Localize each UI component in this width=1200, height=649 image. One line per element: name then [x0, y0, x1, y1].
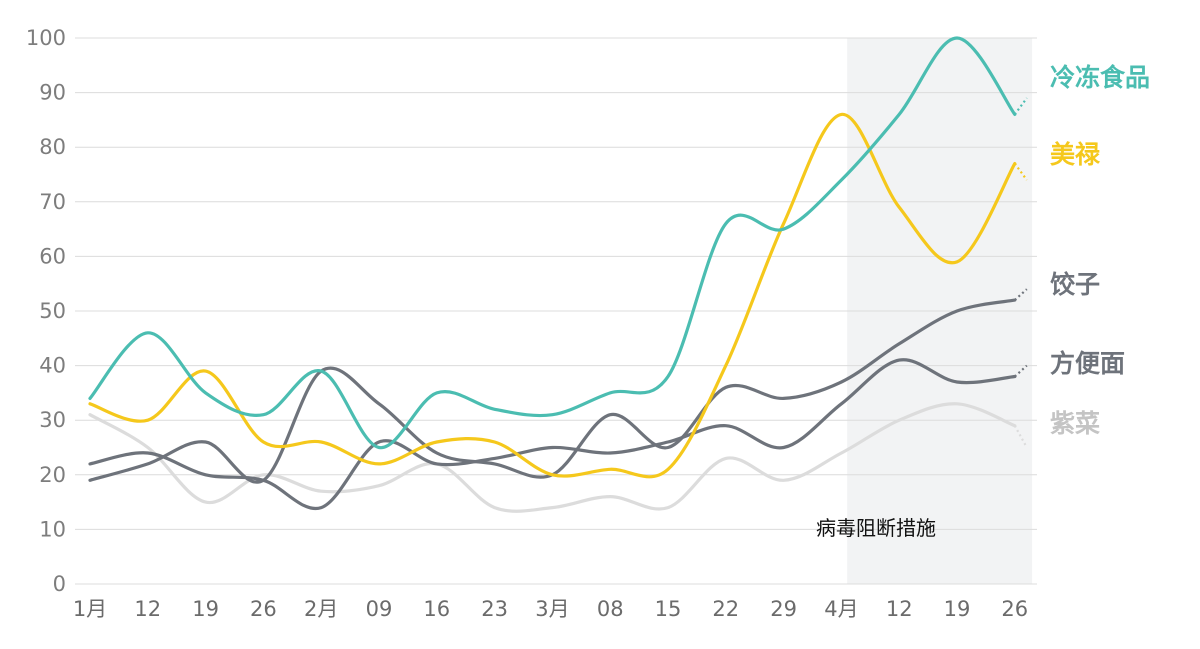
y-tick-label: 90	[39, 81, 66, 105]
series-label-frozen-food: 冷冻食品	[1050, 63, 1150, 92]
x-tick-label: 1月	[73, 597, 107, 621]
y-tick-label: 30	[39, 408, 66, 432]
x-tick-label: 12	[886, 597, 913, 621]
series-line-instant-noodles	[88, 358, 1017, 511]
y-tick-label: 40	[39, 354, 66, 378]
x-tick-label: 29	[770, 597, 797, 621]
x-tick-label: 08	[597, 597, 624, 621]
y-tick-label: 70	[39, 190, 66, 214]
series-label-seaweed: 紫菜	[1050, 409, 1100, 438]
x-tick-label: 26	[250, 597, 277, 621]
x-tick-label: 26	[1001, 597, 1028, 621]
y-tick-label: 80	[39, 135, 66, 159]
x-tick-label: 16	[423, 597, 450, 621]
series-label-instant-noodles: 方便面	[1050, 349, 1125, 378]
series-end-extension	[1013, 425, 1028, 449]
x-tick-label: 12	[134, 597, 161, 621]
y-tick-label: 10	[39, 517, 66, 541]
x-tick-label: 19	[944, 597, 971, 621]
x-tick-label: 3月	[535, 597, 569, 621]
y-tick-label: 60	[39, 244, 66, 268]
x-tick-label: 23	[481, 597, 508, 621]
y-tick-label: 100	[26, 26, 66, 50]
x-tick-label: 19	[192, 597, 219, 621]
series-line-frozen-food	[88, 36, 1017, 450]
shaded-region-label: 病毒阻断措施	[816, 516, 936, 540]
y-tick-label: 20	[39, 463, 66, 487]
x-tick-label: 4月	[824, 597, 858, 621]
x-tick-label: 2月	[304, 597, 338, 621]
series-line-seaweed	[88, 402, 1017, 513]
x-tick-label: 09	[366, 597, 393, 621]
x-tick-label: 15	[655, 597, 682, 621]
y-tick-label: 50	[39, 299, 66, 323]
series-end-extension	[1013, 97, 1028, 116]
series-label-dumplings: 饺子	[1050, 270, 1100, 299]
x-tick-label: 22	[712, 597, 739, 621]
series-end-extension	[1013, 162, 1028, 181]
series-label-milo: 美禄	[1050, 140, 1101, 169]
y-tick-label: 0	[53, 572, 66, 596]
